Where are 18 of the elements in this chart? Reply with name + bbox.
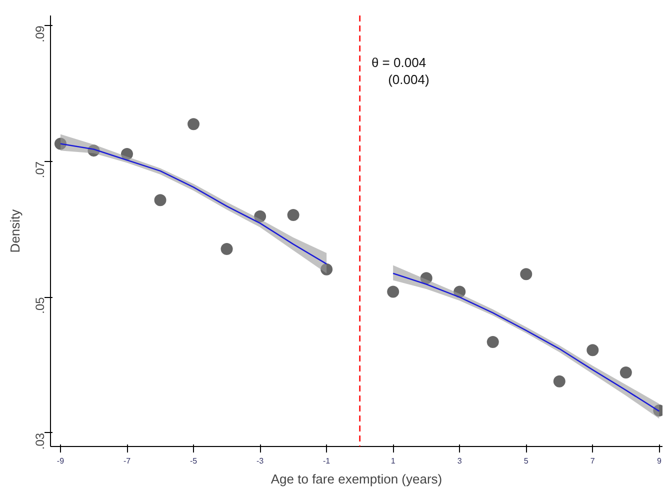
x-tick-label: -9 — [56, 456, 65, 466]
y-tick-label: .07 — [33, 161, 47, 178]
x-tick-label: 7 — [590, 456, 596, 466]
x-tick-label: -5 — [190, 456, 198, 466]
y-axis-title: Density — [8, 208, 22, 253]
x-tick-label: 1 — [390, 456, 396, 466]
annotation: θ = 0.004 — [371, 54, 426, 70]
x-tick-label: -3 — [256, 456, 264, 466]
x-tick-label: -7 — [123, 456, 132, 466]
annotation: (0.004) — [388, 72, 430, 87]
y-tick-label: .05 — [33, 296, 47, 314]
x-tick-label: -1 — [323, 456, 331, 466]
y-tick-label: .03 — [33, 432, 47, 450]
x-tick-label: 5 — [524, 456, 529, 466]
x-tick-label: 9 — [656, 456, 662, 466]
x-axis-title: Age to fare exemption (years) — [270, 472, 442, 486]
y-tick-label: .09 — [33, 25, 47, 42]
x-tick-label: 3 — [457, 456, 462, 466]
